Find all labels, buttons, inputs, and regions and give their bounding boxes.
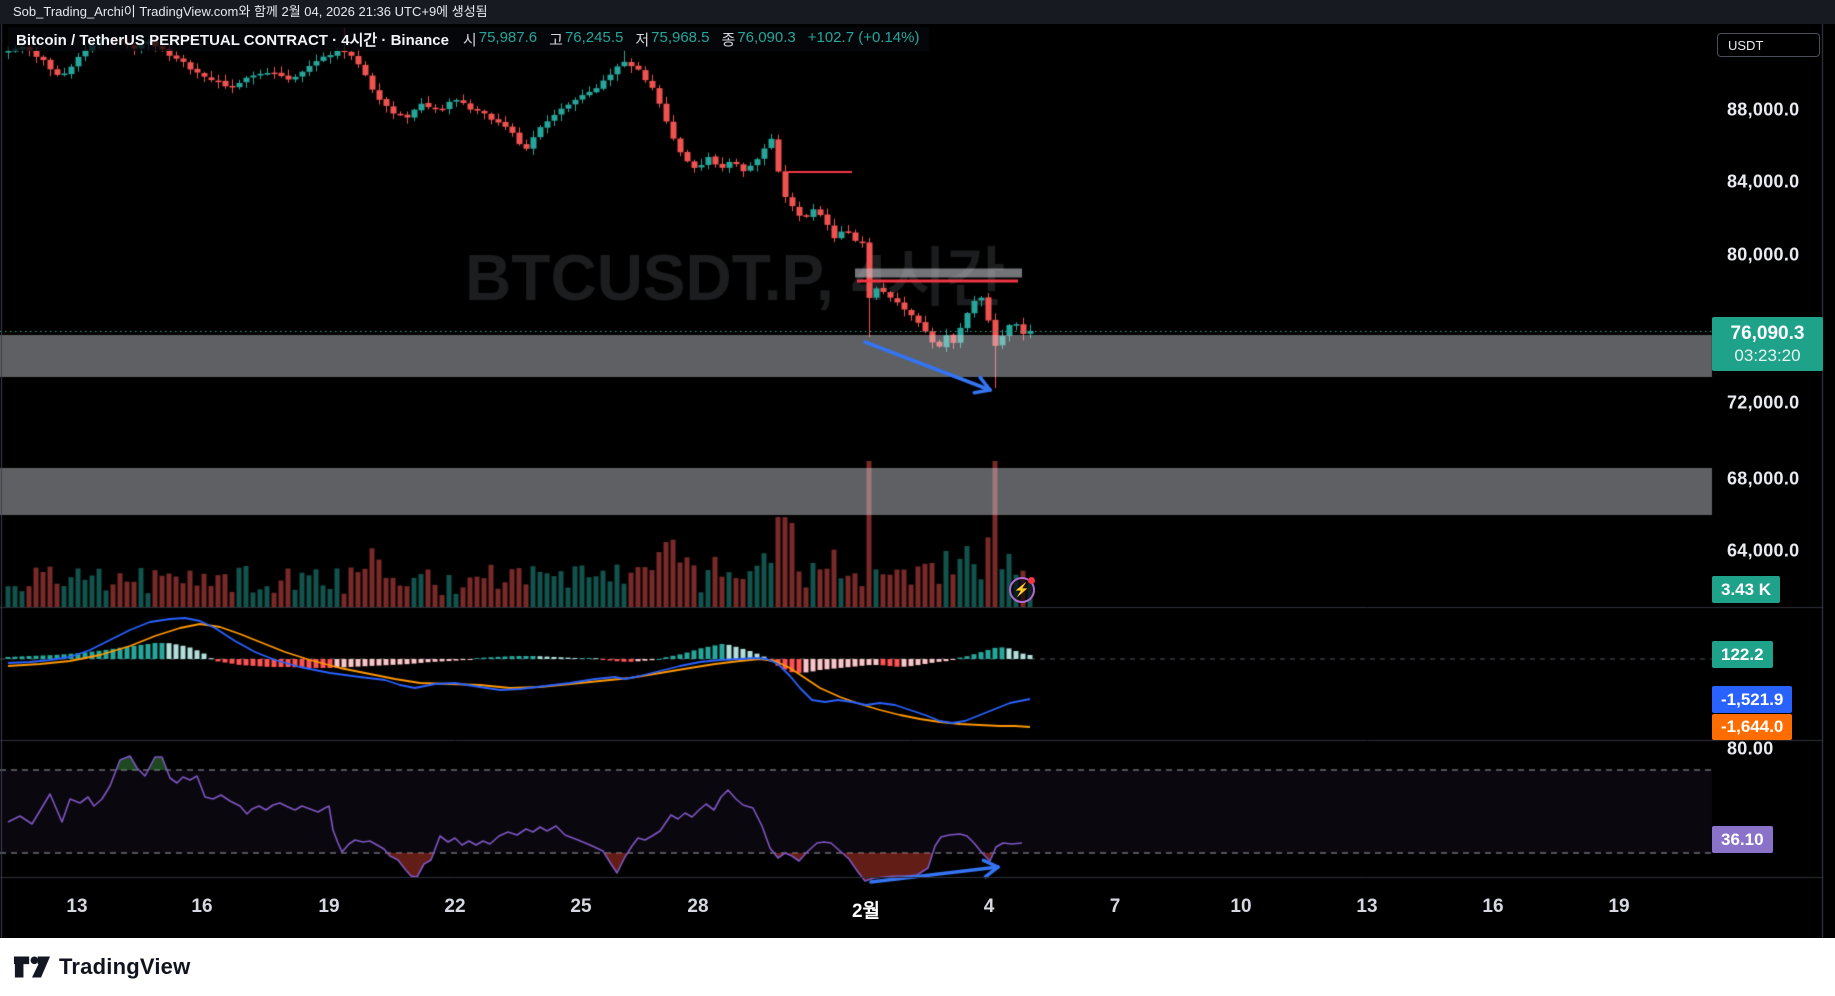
time-axis-label: 13 xyxy=(1356,896,1378,917)
attribution-bar: Sob_Trading_Archi이 TradingView.com와 함께 2… xyxy=(0,0,1835,24)
footer-bar: TradingView xyxy=(0,938,1835,996)
close-value: 76,090.3 xyxy=(737,28,796,46)
price-chart-canvas[interactable] xyxy=(0,0,1835,938)
time-axis-label: 13 xyxy=(66,896,88,917)
flash-boost-icon[interactable]: ⚡ xyxy=(1009,577,1035,603)
symbol-info-bar[interactable]: Bitcoin / TetherUS PERPETUAL CONTRACT · … xyxy=(8,27,930,51)
tradingview-logo-icon xyxy=(13,956,51,978)
rsi-scale-80-label: 80.00 xyxy=(1727,738,1774,759)
currency-usdt-button[interactable]: USDT xyxy=(1717,33,1820,57)
open-value: 75,987.6 xyxy=(478,28,538,46)
low-label: 저 xyxy=(635,31,650,49)
ohlc-values: 시 75,987.6 고 76,245.5 저 75,968.5 종 76,090.3 … xyxy=(463,29,920,50)
symbol-title[interactable]: Bitcoin / TetherUS PERPETUAL CONTRACT · … xyxy=(16,31,449,49)
time-axis-label: 16 xyxy=(1482,896,1504,917)
time-axis-label: 25 xyxy=(570,896,592,917)
time-axis-label: 10 xyxy=(1230,896,1252,917)
notification-dot xyxy=(1028,577,1035,584)
last-price-badge: 76,090.3 03:23:20 xyxy=(1712,317,1823,371)
time-axis-label: 19 xyxy=(318,896,340,917)
open-label: 시 xyxy=(462,31,477,49)
time-axis-label: 2월 xyxy=(851,901,881,922)
bar-countdown: 03:23:20 xyxy=(1734,346,1801,365)
price-axis-label: 84,000.0 xyxy=(1727,171,1800,192)
price-axis-label: 80,000.0 xyxy=(1727,244,1800,265)
attribution-text: Sob_Trading_Archi이 TradingView.com와 함께 2… xyxy=(13,4,488,19)
tradingview-wordmark[interactable]: TradingView xyxy=(59,954,191,979)
time-axis-label: 19 xyxy=(1608,896,1630,917)
macd-histogram-badge: 122.2 xyxy=(1712,641,1773,668)
volume-value-badge: 3.43 K xyxy=(1712,576,1781,603)
price-axis-label: 64,000.0 xyxy=(1727,540,1800,561)
high-value: 76,245.5 xyxy=(564,28,624,46)
price-axis-label: 88,000.0 xyxy=(1727,99,1800,120)
macd-line-badge: -1,521.9 xyxy=(1712,686,1793,713)
price-axis-label: 68,000.0 xyxy=(1727,468,1800,489)
high-label: 고 xyxy=(549,31,563,49)
last-price-value: 76,090.3 xyxy=(1730,323,1805,344)
macd-signal-badge: -1,644.0 xyxy=(1712,714,1793,740)
time-axis-label: 7 xyxy=(1109,896,1121,917)
rsi-value-badge: 36.10 xyxy=(1712,826,1773,853)
price-axis-label: 72,000.0 xyxy=(1727,392,1800,413)
time-axis-label: 16 xyxy=(191,896,213,917)
time-axis-label: 4 xyxy=(983,896,995,917)
close-label: 종 xyxy=(721,31,736,49)
time-axis-label: 22 xyxy=(444,896,466,917)
change-value: +102.7 (+0.14%) xyxy=(807,28,920,46)
time-axis-label: 28 xyxy=(687,896,709,917)
low-value: 75,968.5 xyxy=(651,28,710,46)
